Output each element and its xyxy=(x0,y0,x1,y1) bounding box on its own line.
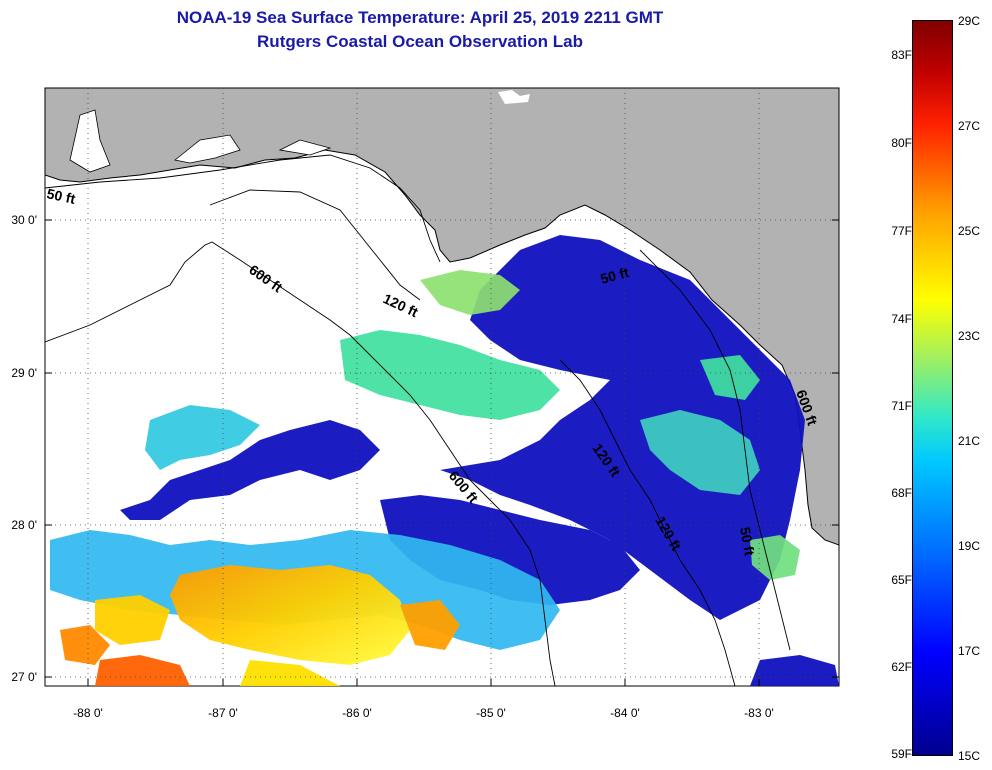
island xyxy=(498,90,530,104)
colorbar-f-label: 59F xyxy=(891,747,912,761)
colorbar-f-label: 80F xyxy=(891,136,912,150)
colorbar-f-label: 83F xyxy=(891,48,912,62)
colorbar-c-label: 15C xyxy=(958,749,981,763)
temperature-colorbar xyxy=(912,20,953,756)
colorbar-c-label: 27C xyxy=(958,119,981,133)
map-subtitle: Rutgers Coastal Ocean Observation Lab xyxy=(257,32,583,51)
colorbar-c-label: 17C xyxy=(958,644,981,658)
colorbar-c-label: 23C xyxy=(958,329,981,343)
colorbar-f-label: 71F xyxy=(891,399,912,413)
lon-label: -87 0' xyxy=(208,706,238,720)
depth-contours xyxy=(45,154,791,686)
map-title: NOAA-19 Sea Surface Temperature: April 2… xyxy=(176,8,664,27)
bay xyxy=(278,139,332,156)
colorbar-c-label: 19C xyxy=(958,539,981,553)
contour-label: 50 ft xyxy=(599,264,631,287)
colorbar-f-label: 77F xyxy=(891,224,912,238)
bay xyxy=(69,109,111,173)
lon-label: -86 0' xyxy=(342,706,372,720)
sst-warm-patches xyxy=(60,565,460,686)
bay xyxy=(174,134,241,164)
lat-label: 30 0' xyxy=(11,213,37,227)
lat-label: 29 0' xyxy=(11,366,37,380)
colorbar-c-label: 21C xyxy=(958,434,981,448)
contour-label: 50 ft xyxy=(737,526,758,557)
tick-marks xyxy=(45,219,839,686)
colorbar-c-label: 25C xyxy=(958,224,981,238)
colorbar-f-label: 65F xyxy=(891,573,912,587)
colorbar-c-label: 29C xyxy=(958,14,981,28)
contour-label: 50 ft xyxy=(45,185,77,207)
lon-label: -85 0' xyxy=(476,706,506,720)
lon-label: -84 0' xyxy=(610,706,640,720)
colorbar-f-label: 74F xyxy=(891,312,912,326)
colorbar-f-label: 68F xyxy=(891,486,912,500)
lat-label: 28 0' xyxy=(11,518,37,532)
colorbar-f-label: 62F xyxy=(891,660,912,674)
lon-label: -83 0' xyxy=(744,706,774,720)
lon-label: -88 0' xyxy=(73,706,103,720)
lat-label: 27 0' xyxy=(11,670,37,684)
